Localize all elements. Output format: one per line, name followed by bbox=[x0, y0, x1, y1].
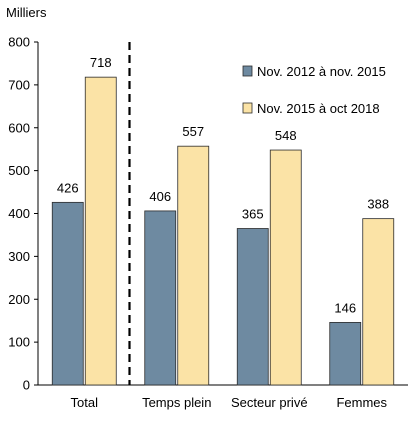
data-label: 406 bbox=[149, 189, 171, 204]
data-label: 146 bbox=[334, 300, 356, 315]
y-tick-label: 400 bbox=[8, 206, 30, 221]
bar-series-2-2 bbox=[177, 145, 210, 386]
legend-label: Nov. 2012 à nov. 2015 bbox=[257, 64, 386, 79]
y-tick-label: 800 bbox=[8, 35, 30, 50]
data-label: 557 bbox=[182, 124, 204, 139]
bar-series-2-3 bbox=[269, 149, 302, 386]
category-label: Secteur privé bbox=[231, 395, 308, 410]
y-axis: 0 100 200 300 400 500 600 700 800 bbox=[8, 35, 39, 393]
data-label: 426 bbox=[57, 180, 79, 195]
category-label: Total bbox=[71, 395, 99, 410]
data-label: 718 bbox=[90, 55, 112, 70]
legend: Nov. 2012 à nov. 2015 Nov. 2015 à oct 201… bbox=[242, 64, 386, 116]
legend-label: Nov. 2015 à oct 2018 bbox=[257, 101, 380, 116]
bar-series-1-4 bbox=[329, 322, 362, 386]
bar-series-2-1 bbox=[84, 76, 117, 386]
y-tick-label: 300 bbox=[8, 249, 30, 264]
bars bbox=[51, 76, 395, 386]
data-label: 365 bbox=[242, 207, 264, 222]
data-label: 548 bbox=[275, 128, 297, 143]
category-label: Temps plein bbox=[142, 395, 211, 410]
bar-series-1-2 bbox=[144, 210, 177, 386]
y-tick-label: 200 bbox=[8, 292, 30, 307]
y-unit-label: Milliers bbox=[6, 5, 47, 20]
bar-series-1-3 bbox=[236, 228, 269, 386]
y-tick-label: 100 bbox=[8, 335, 30, 350]
category-labels: Total Temps plein Secteur privé Femmes bbox=[71, 395, 388, 410]
category-label: Femmes bbox=[336, 395, 387, 410]
value-labels: 426 718 406 557 365 548 146 388 bbox=[57, 55, 389, 315]
bar-series-2-4 bbox=[362, 218, 395, 386]
legend-swatch bbox=[242, 65, 253, 77]
y-tick-label: 0 bbox=[23, 378, 30, 393]
legend-swatch bbox=[242, 102, 253, 114]
bar-series-1-1 bbox=[51, 201, 84, 386]
data-label: 388 bbox=[367, 197, 389, 212]
y-tick-label: 600 bbox=[8, 120, 30, 135]
y-tick-label: 500 bbox=[8, 163, 30, 178]
y-tick-label: 700 bbox=[8, 77, 30, 92]
